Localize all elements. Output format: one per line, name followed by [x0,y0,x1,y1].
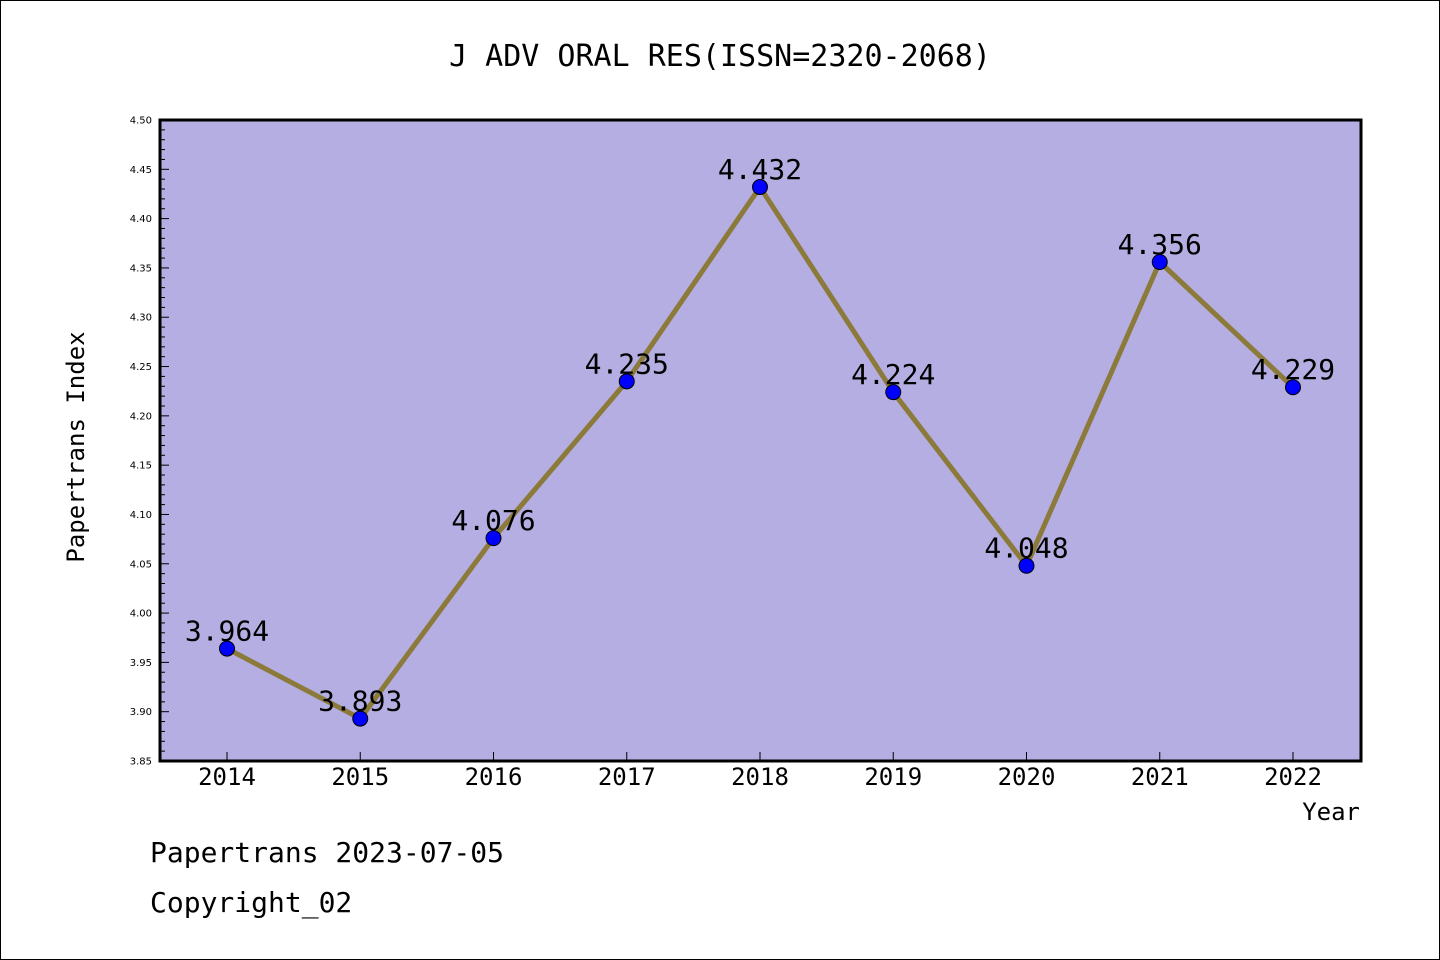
x-tick-label: 2016 [465,763,523,791]
data-point [485,530,502,547]
y-tick-label: 4.45 [130,165,152,176]
data-label: 3.893 [318,685,402,718]
data-label: 4.076 [451,504,535,537]
y-tick-label: 4.30 [130,313,152,324]
x-tick-label: 2021 [1131,763,1189,791]
data-point [1151,254,1168,271]
x-tick-label: 2015 [331,763,389,791]
x-axis: 2014 2015 2016 2017 2018 2019 2020 2021 2022 [198,752,1322,791]
x-tick-label: 2018 [731,763,789,791]
y-tick-label: 4.50 [130,116,152,127]
plot-area [158,118,1363,763]
data-label: 3.964 [185,615,269,648]
data-point [219,640,235,657]
x-axis-label: Year [1302,798,1360,826]
y-tick-label: 3.95 [130,658,152,669]
chart-title: J ADV ORAL RES(ISSN=2320-2068) [449,39,991,74]
y-tick-label: 4.05 [130,559,152,570]
data-point [352,710,369,727]
y-tick-label: 4.00 [130,609,152,620]
data-label: 4.048 [984,532,1068,565]
y-tick-label: 4.10 [130,510,152,521]
y-tick-label: 4.40 [130,214,152,225]
y-tick-label: 4.35 [130,263,152,274]
data-point [618,373,635,390]
y-axis: 3.85 3.90 3.95 4.00 4.05 4.10 4.15 4.20 4.25 4.30… [130,116,169,768]
y-tick-label: 3.85 [130,757,152,768]
y-tick-label: 3.90 [130,707,152,718]
data-label: 4.235 [585,347,669,380]
data-label: 4.432 [718,153,802,186]
data-label: 4.224 [851,358,935,391]
data-label: 4.229 [1251,353,1335,386]
y-axis-label: Papertrans Index [62,331,90,562]
x-tick-label: 2017 [598,763,656,791]
x-tick-label: 2022 [1264,763,1322,791]
data-labels: 3.964 3.893 4.076 4.235 4.432 4.224 4.048 4.356… [185,153,1335,718]
data-point [1285,379,1301,396]
x-tick-label: 2020 [998,763,1056,791]
y-tick-label: 4.25 [130,362,152,373]
data-label: 4.356 [1118,228,1202,261]
data-point [1018,557,1035,574]
footer-source: Papertrans 2023-07-05 [150,836,505,869]
footer-copyright: Copyright_02 [150,886,353,919]
y-tick-label: 4.15 [130,461,152,472]
y-tick-label: 4.20 [130,411,152,422]
data-point [885,384,902,401]
x-tick-label: 2019 [864,763,922,791]
series-papertrans-index [219,179,1301,727]
data-point [752,179,768,196]
x-tick-label: 2014 [198,763,256,791]
